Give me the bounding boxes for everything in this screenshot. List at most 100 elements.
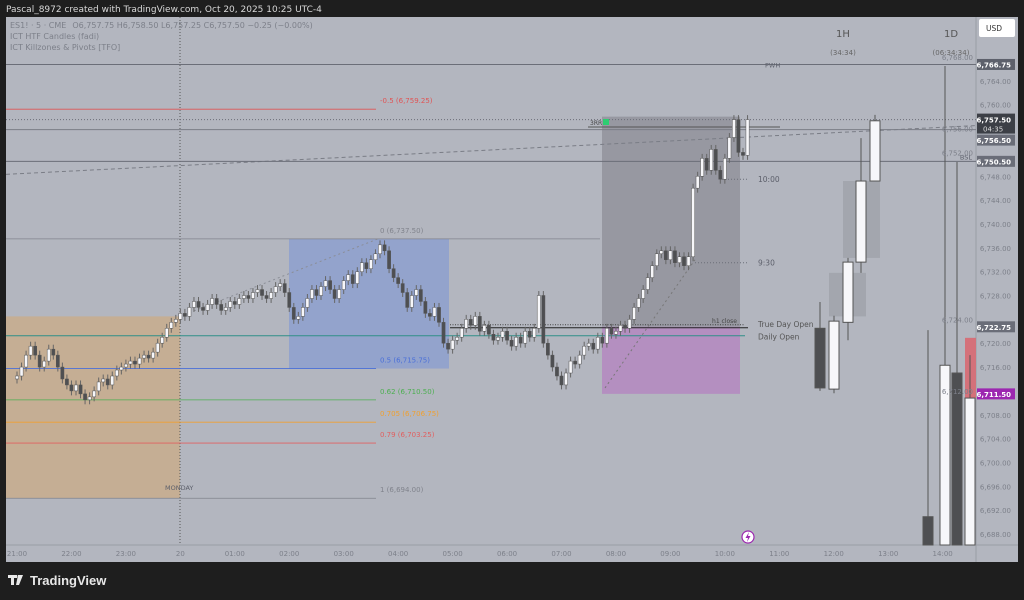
candle-body [659,250,664,255]
candle-body [251,292,255,299]
candle [232,296,237,309]
candle-body [736,119,741,153]
candle [609,323,614,339]
candle [586,338,591,351]
level-label: BSL [960,153,972,161]
candle-body [201,307,205,311]
candle [428,308,432,321]
candle-body [664,250,668,260]
fib-level-label: 1 (6,694.00) [380,486,424,494]
candle [446,338,450,354]
candle-body [187,307,192,317]
candle [418,285,423,306]
candle [223,302,228,315]
candle [509,335,514,351]
price-badge-label: 6,756.50 [976,137,1011,145]
candle [564,368,568,390]
price-badge [977,113,1015,134]
candle-body [151,351,155,359]
candle-body [673,250,677,263]
candle-body [718,170,723,180]
candle [269,288,273,303]
candle [51,344,56,360]
legend-indicator[interactable]: ICT Killzones & Pivots [TFO] [10,43,120,52]
candle [214,294,219,309]
candle-body [487,325,491,335]
htf-1d-candle [951,372,963,546]
candle-body [446,342,450,350]
candle-body [441,322,446,344]
candle-body [745,119,750,156]
candle-body [423,301,428,314]
htf-1h-candle [842,261,854,323]
candle [305,294,310,312]
candle [319,282,323,300]
time-tick: 08:00 [606,550,626,558]
candle-body [228,301,233,308]
currency-button[interactable] [979,19,1015,37]
candle [155,338,160,357]
candle-body [396,277,400,284]
candle [19,362,24,381]
header-title: Pascal_8972 created with TradingView.com… [6,5,322,15]
candle [477,311,482,336]
candle [96,377,101,396]
candle-body [60,366,65,380]
lightning-icon[interactable] [741,530,755,544]
candle [550,350,555,372]
candle [164,323,169,342]
htf-1h-candle [855,180,867,263]
candle-body [654,253,659,266]
candle [42,356,47,372]
candle-body [432,307,437,317]
candle-body [618,325,623,332]
candle [228,296,233,312]
candle-body [373,253,378,260]
candle-body [232,301,237,305]
candle-body [42,360,47,368]
candle [119,362,124,375]
candle-body [341,280,346,290]
candle-body [709,149,714,171]
candle [595,332,600,354]
price-tick: 6,724.00 [942,316,973,324]
time-tick: 10:00 [715,550,735,558]
candle-body [641,289,646,299]
candle [328,276,332,295]
candle [69,380,74,396]
candle-body [74,384,78,392]
candle [573,356,577,369]
candle [105,374,110,390]
candle-body [691,187,695,257]
candle [33,341,37,360]
trade-label: 3RR [590,120,602,127]
candle-body [160,336,165,344]
candle [718,165,723,184]
candle-body [541,295,546,344]
candle-body [24,354,28,368]
price-tick: 6,748.00 [980,173,1011,181]
candle-body [614,331,618,335]
candle [450,335,455,354]
candle [65,374,69,390]
candle-body [142,354,146,359]
candle [582,341,587,360]
candle [291,302,296,324]
candle [187,302,192,321]
candle-body [214,298,219,305]
price-tick: 6,768.00 [942,54,973,62]
fib-level-label: 0.62 (6,710.50) [380,388,435,396]
candle [505,326,509,345]
price-tick: 6,692.00 [980,507,1011,515]
candle-body [19,366,24,377]
price-tick: 6,700.00 [980,459,1011,467]
legend-indicator[interactable]: ICT HTF Candles (fadi) [10,32,99,41]
candle [482,320,487,336]
candle-body [523,331,528,344]
candle [260,285,264,300]
candle-body [527,331,532,338]
price-tick: 6,756.00 [942,126,973,134]
tradingview-logo-icon[interactable] [8,575,23,585]
candle-body [546,342,550,356]
